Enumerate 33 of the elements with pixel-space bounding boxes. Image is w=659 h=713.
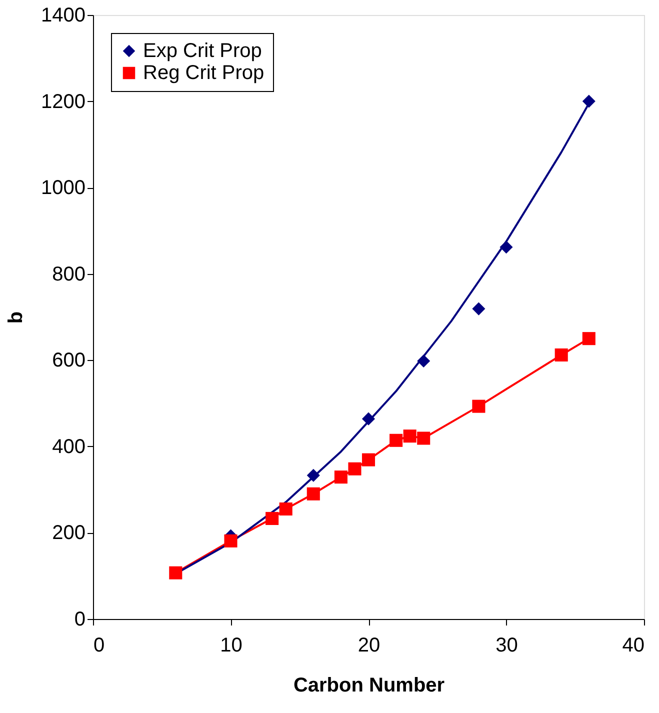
y-tick-label: 0 [74,608,86,630]
x-tick-label: 0 [94,634,105,656]
point [362,453,376,466]
y-tick-label: 1000 [41,177,86,200]
x-axis-title: Carbon Number [293,674,445,696]
point [403,430,416,443]
y-tick-label: 600 [52,350,86,372]
point [390,434,403,447]
point [582,94,596,108]
point [266,512,279,525]
point [472,302,486,316]
point [472,400,486,413]
y-tick-label: 800 [52,263,86,286]
legend-label: Reg Crit Prop [143,62,264,84]
point [169,566,182,580]
point [279,502,292,516]
y-axis-title: b [5,311,28,324]
point [348,462,362,476]
y-tick-label: 200 [52,522,86,544]
y-tick-label: 400 [52,436,86,458]
point [582,332,596,346]
point [554,348,568,362]
point [334,470,348,484]
x-tick-label: 30 [496,634,518,656]
point [306,487,320,500]
x-tick-label: 10 [220,634,242,656]
y-tick-label: 1200 [41,90,86,113]
point [417,432,430,445]
x-tick-label: 40 [622,634,644,656]
legend-label: Exp Crit Prop [143,40,262,62]
x-tick-label: 20 [358,634,380,656]
y-tick-label: 1400 [41,4,86,26]
point [224,534,238,548]
